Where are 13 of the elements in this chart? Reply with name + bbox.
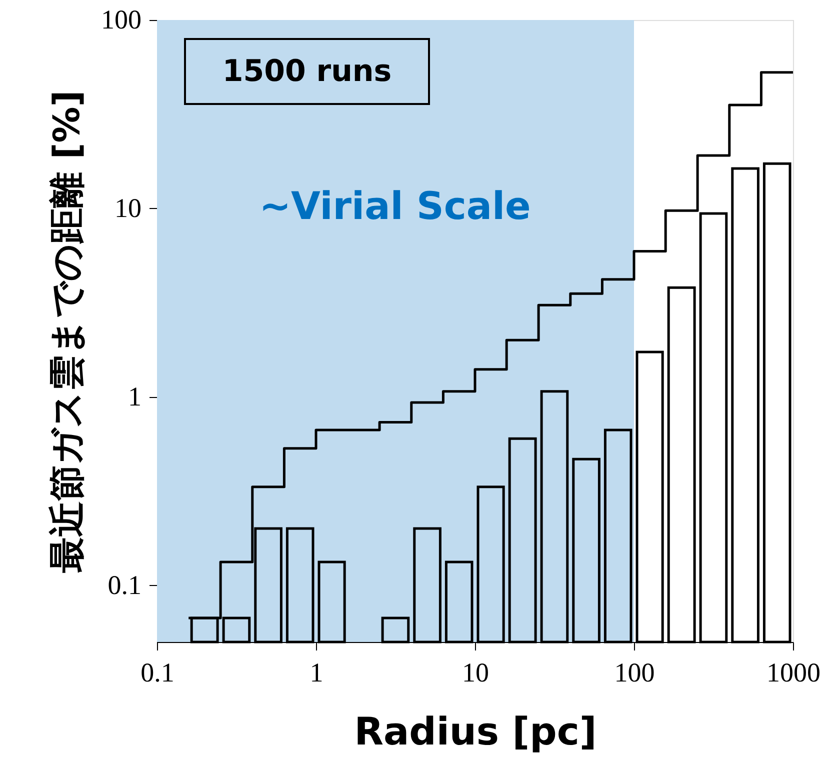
x-tick-label: 1000 <box>766 658 820 688</box>
y-axis-title: 最近節ガス雲までの距離 [%] <box>47 90 88 573</box>
y-tick-label: 100 <box>101 4 142 34</box>
y-tick-label: 1 <box>128 381 142 412</box>
x-tick-label: 10 <box>462 658 489 688</box>
band-label: ~Virial Scale <box>259 184 531 228</box>
x-tick-label: 100 <box>614 658 655 688</box>
y-tick-label: 0.1 <box>108 570 142 600</box>
x-tick-label: 0.1 <box>140 658 174 688</box>
x-tick-label: 1 <box>310 658 324 688</box>
annotation: 1500 runs <box>222 54 392 89</box>
x-axis-title: Radius [pc] <box>354 710 597 754</box>
y-tick-label: 10 <box>114 192 142 223</box>
